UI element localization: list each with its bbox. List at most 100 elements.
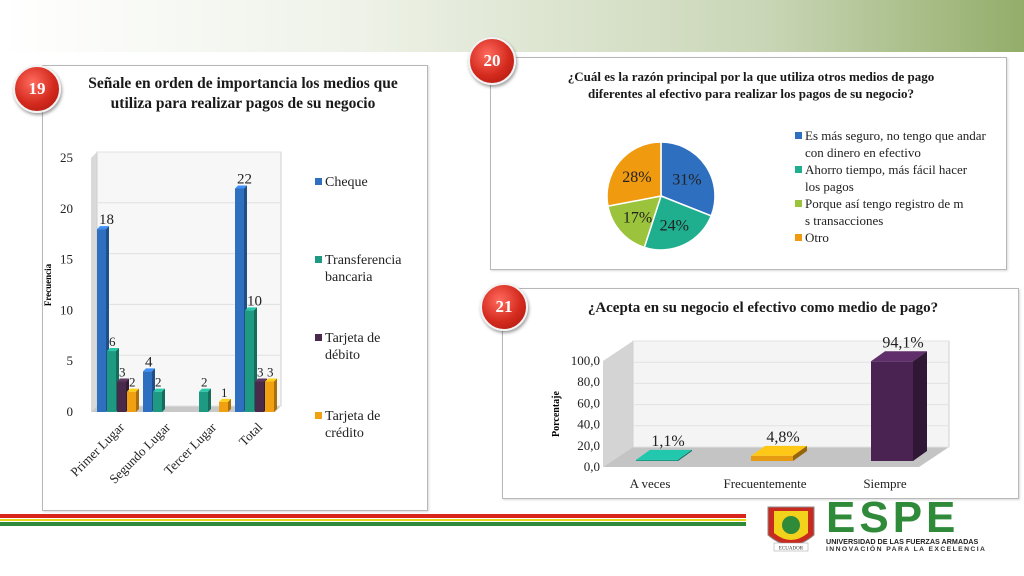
bar-top — [219, 398, 231, 402]
logo-subtitle-1: UNIVERSIDAD DE LAS FUERZAS ARMADAS — [826, 537, 979, 546]
data-label: 2 — [201, 375, 208, 390]
x-tick-label: Total — [236, 419, 266, 449]
data-label: 4 — [145, 354, 153, 370]
legend-swatch — [315, 412, 322, 419]
legend-label: Ahorro tiempo, más fácil hacer los pagos — [805, 162, 968, 194]
footer-stripe-green — [0, 522, 746, 526]
slide-number-badge-20: 20 — [468, 37, 516, 85]
legend-swatch — [795, 234, 802, 241]
bar-side — [228, 398, 231, 412]
bar-top — [107, 348, 119, 352]
bar-top — [153, 388, 165, 392]
bar — [265, 381, 274, 412]
chart-panel-20: ¿Cuál es la razón principal por la que u… — [490, 57, 1007, 270]
bar-side — [136, 388, 139, 412]
chart-title-21: ¿Acepta en su negocio el efectivo como m… — [587, 300, 939, 316]
plot-side-wall — [603, 341, 633, 467]
x-tick-label: Siempre — [863, 476, 907, 491]
plot-side-wall — [91, 152, 97, 412]
pie-slice — [660, 141, 716, 217]
bar-side — [793, 445, 807, 461]
data-label: 94,1% — [882, 334, 923, 351]
bar — [636, 459, 678, 461]
y-tick-label: 0 — [67, 404, 74, 419]
bar-top — [871, 351, 927, 362]
bar-top — [127, 388, 139, 392]
chart-panel-21: ¿Acepta en su negocio el efectivo como m… — [502, 288, 1019, 499]
y-tick-label: 20,0 — [577, 438, 600, 453]
legend-swatch — [315, 256, 322, 263]
data-label: 18 — [99, 212, 114, 228]
logo-wordmark: ESPE — [826, 493, 960, 542]
bar-side — [162, 388, 165, 412]
legend-swatch — [795, 166, 802, 173]
y-tick-label: 15 — [60, 252, 73, 267]
footer-stripe-red — [0, 514, 746, 518]
data-label: 2 — [155, 375, 162, 390]
bar — [871, 361, 913, 461]
pie-slice — [607, 195, 663, 249]
pie-value-label: 31% — [672, 171, 701, 188]
y-tick-label: 40,0 — [577, 417, 600, 432]
bar-top — [245, 307, 257, 311]
bar — [127, 391, 136, 412]
y-axis-label: Frecuencia — [43, 263, 53, 306]
seal-text: ECUADOR — [779, 547, 804, 552]
y-axis-label: Porcentaje — [551, 390, 562, 436]
legend-label: Tarjeta de crédito — [325, 409, 380, 441]
espe-logo: ECUADOR ESPE UNIVERSIDAD DE LAS FUERZAS … — [762, 493, 1014, 557]
pie-slice — [643, 195, 713, 251]
chart-panel-19: Señale en orden de importancia los medio… — [42, 65, 428, 511]
slide-number-badge-21: 21 — [480, 283, 528, 331]
pie-value-label: 17% — [623, 210, 652, 227]
y-tick-label: 20 — [60, 201, 73, 216]
y-tick-label: 10 — [60, 302, 73, 317]
x-tick-label: Frecuentemente — [723, 476, 806, 491]
bar-top — [235, 185, 247, 189]
bar — [751, 455, 793, 461]
bar — [199, 391, 208, 412]
bar-top — [97, 226, 109, 230]
bar-side — [913, 351, 927, 461]
data-label: 1,1% — [651, 433, 684, 450]
data-label: 4,8% — [766, 429, 799, 446]
bar-top — [143, 368, 155, 372]
x-tick-label: A veces — [630, 476, 671, 491]
bar — [255, 381, 264, 412]
legend-label: Transferencia bancaria — [325, 253, 402, 285]
bar — [235, 188, 244, 412]
bar-top — [255, 378, 267, 382]
espe-seal-icon: ECUADOR — [767, 506, 815, 552]
data-label: 10 — [247, 293, 262, 309]
slide-number-badge-19: 19 — [13, 65, 61, 113]
bar-top — [117, 378, 129, 382]
pie-value-label: 28% — [622, 169, 651, 186]
y-tick-label: 80,0 — [577, 374, 600, 389]
legend-swatch — [315, 334, 322, 341]
y-tick-label: 60,0 — [577, 395, 600, 410]
data-label: 3 — [267, 365, 274, 380]
bar-top — [636, 449, 692, 460]
bar-side — [208, 388, 211, 412]
chart-title-19: Señale en orden de importancia los medio… — [88, 75, 398, 112]
legend-label: Tarjeta de débito — [325, 331, 380, 363]
legend-label: Otro — [805, 230, 829, 245]
chart-title-20: ¿Cuál es la razón principal por la que u… — [567, 69, 935, 101]
bar-side — [274, 378, 277, 412]
y-tick-label: 100,0 — [571, 353, 600, 368]
data-label: 6 — [109, 334, 116, 349]
y-tick-label: 0,0 — [584, 459, 600, 474]
logo-subtitle-2: INNOVACIÓN PARA LA EXCELENCIA — [826, 546, 987, 553]
legend-label: Cheque — [325, 175, 368, 190]
bar — [143, 371, 152, 412]
data-label: 1 — [221, 385, 228, 400]
data-label: 3 — [119, 365, 126, 380]
legend-swatch — [315, 178, 322, 185]
legend-swatch — [795, 200, 802, 207]
data-label: 3 — [257, 365, 264, 380]
bar-top — [199, 388, 211, 392]
y-tick-label: 5 — [67, 353, 74, 368]
pie-value-label: 24% — [660, 217, 689, 234]
